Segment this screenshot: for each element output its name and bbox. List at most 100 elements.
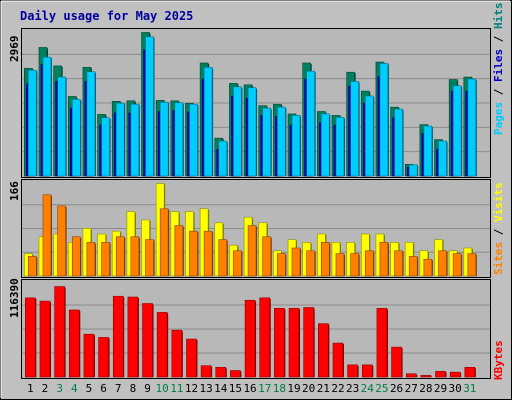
bar-pages — [145, 36, 154, 177]
x-tick-label: 31 — [463, 382, 476, 395]
x-tick-label: 9 — [144, 382, 151, 395]
bar-pages — [189, 103, 198, 177]
legend-1: Sites / Visits — [492, 182, 505, 275]
y-max-label-kbytes: 116390 — [8, 278, 21, 318]
x-tick-label: 8 — [130, 382, 137, 395]
legend-0: Pages / Files / Hits — [492, 3, 505, 136]
x-tick-label: 10 — [156, 382, 169, 395]
bar-sites — [57, 205, 66, 277]
legend-item-kbytes: KBytes — [492, 340, 505, 380]
x-tick-label: 3 — [56, 382, 63, 395]
x-tick-label: 22 — [331, 382, 344, 395]
x-tick-label: 24 — [361, 382, 375, 395]
bar-kbytes — [244, 299, 256, 378]
bar-kbytes — [54, 286, 65, 378]
x-tick-label: 17 — [258, 382, 271, 395]
bar-sites — [423, 258, 433, 277]
x-tick-label: 11 — [170, 382, 183, 395]
bar-kbytes — [215, 367, 227, 378]
bar-kbytes — [435, 371, 446, 378]
bar-pages — [233, 86, 242, 177]
x-tick-label: 7 — [115, 382, 122, 395]
bar-kbytes — [391, 346, 402, 378]
bar-kbytes — [142, 303, 153, 378]
bar-pages — [350, 81, 359, 177]
bar-sites — [452, 253, 462, 277]
bar-sites — [159, 208, 169, 277]
bar-pages — [291, 115, 301, 177]
bar-pages — [115, 102, 125, 177]
bar-pages — [174, 102, 184, 177]
x-tick-label: 2 — [42, 382, 49, 395]
x-tick-label: 28 — [419, 382, 432, 395]
bar-kbytes — [303, 307, 314, 378]
bar-pages — [101, 117, 110, 177]
x-tick-label: 5 — [86, 382, 93, 395]
legend-separator: / — [492, 222, 505, 242]
x-tick-label: 14 — [214, 382, 228, 395]
bar-sites — [203, 230, 213, 277]
bar-sites — [28, 256, 37, 277]
x-tick-label: 27 — [405, 382, 418, 395]
bar-pages — [438, 140, 447, 177]
bar-sites — [306, 250, 315, 277]
bar-sites — [218, 239, 228, 277]
bar-sites — [42, 194, 52, 277]
bar-kbytes — [420, 375, 432, 378]
legend-item-sites: Sites — [492, 242, 505, 275]
bar-sites — [364, 250, 374, 277]
bar-kbytes — [171, 329, 183, 378]
bar-kbytes — [449, 371, 461, 378]
bar-sites — [438, 250, 447, 277]
bar-sites — [130, 236, 140, 277]
legend-2: KBytes — [492, 340, 505, 380]
bar-kbytes — [288, 308, 300, 378]
bar-pages — [71, 99, 81, 177]
x-tick-label: 29 — [434, 382, 447, 395]
x-tick-label: 19 — [287, 382, 300, 395]
legends: Pages / Files / Hits Sites / Visits KBytes — [492, 3, 505, 381]
bar-kbytes — [259, 297, 271, 378]
bar-kbytes — [347, 364, 358, 378]
bar-pages — [394, 108, 403, 177]
bar-kbytes — [156, 312, 168, 378]
bar-sites — [394, 250, 403, 277]
x-tick-label: 18 — [273, 382, 286, 395]
bar-pages — [408, 164, 418, 177]
bar-pages — [57, 76, 66, 177]
bar-kbytes — [230, 370, 241, 378]
bar-kbytes — [127, 296, 139, 378]
bar-sites — [321, 242, 330, 277]
bar-kbytes — [405, 373, 417, 378]
legend-separator: / — [492, 29, 505, 49]
legend-item-pages: Pages — [492, 102, 505, 135]
x-tick-label: 4 — [71, 382, 78, 395]
bar-pages — [203, 67, 213, 177]
bar-sites — [350, 253, 359, 277]
x-tick-label: 15 — [229, 382, 242, 395]
y-max-label-visits: 166 — [8, 181, 21, 201]
bar-sites — [379, 242, 389, 277]
bar-pages — [130, 103, 140, 177]
bar-pages — [262, 107, 272, 177]
bar-pages — [335, 117, 345, 177]
bar-sites — [233, 250, 242, 277]
bar-pages — [467, 78, 477, 177]
chart-title: Daily usage for May 2025 — [20, 9, 193, 23]
bar-pages — [42, 56, 52, 177]
x-tick-label: 6 — [100, 382, 107, 395]
bar-pages — [159, 101, 169, 177]
bar-kbytes — [361, 364, 373, 378]
bar-sites — [189, 230, 198, 277]
bar-pages — [379, 63, 389, 177]
bar-sites — [174, 225, 184, 277]
bar-sites — [467, 253, 477, 277]
bar-kbytes — [83, 333, 95, 378]
x-axis-labels: 1 2 3 4 5 6 7 8 9 10 11 12 13 14 15 16 17 18 19 20 21 22 23 24 2… — [27, 382, 476, 395]
x-tick-label: 16 — [243, 382, 256, 395]
bar-sites — [101, 242, 110, 277]
x-tick-label: 20 — [302, 382, 315, 395]
bar-kbytes — [274, 308, 285, 378]
bar-sites — [408, 256, 418, 277]
